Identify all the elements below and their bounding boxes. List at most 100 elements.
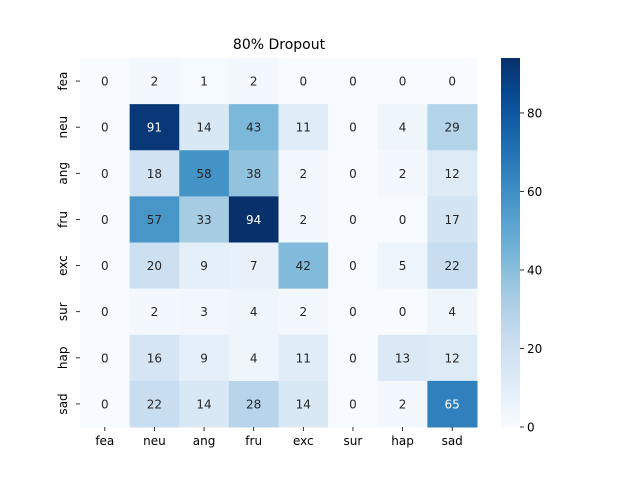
cell-value-label: 4: [250, 351, 258, 365]
heatmap-cell: [129, 334, 180, 382]
heatmap-cell: [278, 242, 329, 290]
cell-value-label: 0: [101, 259, 109, 273]
y-axis: fea neu ang fru exc sur hap sad: [56, 72, 80, 415]
cell-value-label: 13: [395, 351, 410, 365]
cell-value-label: 2: [399, 397, 407, 411]
heatmap-cell: [179, 104, 230, 151]
heatmap-cell: [328, 380, 379, 428]
heatmap-cell: [80, 104, 131, 151]
cell-value-label: 0: [101, 75, 109, 89]
heatmap-cell: [179, 150, 230, 197]
cell-value-label: 2: [299, 167, 307, 181]
heatmap-cell: [427, 58, 478, 105]
heatmap-cell: [427, 150, 478, 197]
heatmap-cell: [80, 150, 131, 197]
cell-value-label: 4: [399, 121, 407, 135]
cell-value-label: 2: [399, 167, 407, 181]
cell-value-label: 58: [196, 167, 211, 181]
heatmap-cell: [278, 288, 329, 336]
cell-value-label: 0: [101, 213, 109, 227]
heatmap-cell: [228, 58, 279, 105]
cell-value-label: 0: [349, 75, 357, 89]
cell-value-label: 14: [296, 397, 311, 411]
cell-value-label: 0: [101, 305, 109, 319]
cell-value-label: 0: [349, 167, 357, 181]
cell-value-label: 65: [445, 397, 460, 411]
heatmap-cell: [278, 196, 329, 243]
heatmap-cell: [328, 288, 379, 336]
heatmap-cell: [129, 242, 180, 290]
heatmap-cell: [427, 288, 478, 336]
cell-value-label: 0: [399, 75, 407, 89]
colorbar-tick-label: 80: [527, 106, 542, 120]
heatmap-cell: [228, 242, 279, 290]
cell-value-label: 0: [349, 351, 357, 365]
heatmap-cell: [427, 334, 478, 382]
heatmap-cell: [427, 242, 478, 290]
heatmap-cell: [427, 196, 478, 243]
heatmap-cell: [278, 58, 329, 105]
heatmap-cell: [228, 104, 279, 151]
heatmap-cell: [328, 104, 379, 151]
colorbar-tick-label: 40: [527, 263, 542, 277]
cell-value-label: 91: [147, 121, 162, 135]
heatmap-cell: [278, 150, 329, 197]
cell-value-label: 2: [151, 75, 159, 89]
cell-value-label: 7: [250, 259, 258, 273]
heatmap-cell: [328, 58, 379, 105]
cell-value-label: 5: [399, 259, 407, 273]
heatmap-cell: [377, 196, 428, 243]
heatmap-cell: [129, 288, 180, 336]
cell-value-label: 0: [349, 213, 357, 227]
heatmap-cell: [427, 104, 478, 151]
heatmap-cell: [377, 334, 428, 382]
heatmap-cell: [80, 380, 131, 428]
heatmap-cell: [278, 334, 329, 382]
x-tick-label: sur: [344, 434, 363, 448]
cell-value-label: 2: [250, 75, 258, 89]
cell-value-label: 16: [147, 351, 162, 365]
cell-value-label: 11: [296, 351, 311, 365]
y-tick-label: sad: [56, 393, 70, 414]
heatmap-cell: [278, 380, 329, 428]
cell-value-label: 0: [299, 75, 307, 89]
heatmap-cell: [377, 104, 428, 151]
x-axis: fea neu ang fru exc sur hap sad: [95, 427, 463, 448]
y-tick-label: fru: [56, 211, 70, 228]
heatmap-cell: [179, 380, 230, 428]
cell-value-label: 14: [196, 121, 211, 135]
y-tick-label: hap: [56, 347, 70, 370]
x-tick-label: exc: [293, 434, 314, 448]
cell-value-label: 20: [147, 259, 162, 273]
cell-value-label: 12: [445, 351, 460, 365]
heatmap-cell: [377, 242, 428, 290]
heatmap-cell: [129, 150, 180, 197]
cell-value-label: 0: [399, 213, 407, 227]
heatmap-cell: [228, 150, 279, 197]
heatmap-cell: [228, 380, 279, 428]
heatmap-cell: [377, 58, 428, 105]
cell-value-label: 12: [445, 167, 460, 181]
cell-value-label: 3: [200, 305, 208, 319]
heatmap-cell: [80, 196, 131, 243]
cell-value-label: 17: [445, 213, 460, 227]
cell-value-label: 2: [299, 213, 307, 227]
heatmap-cell: [129, 58, 180, 105]
chart-title: 80% Dropout: [233, 37, 326, 53]
colorbar-tick-label: 0: [527, 421, 535, 435]
heatmap-cell: [377, 380, 428, 428]
colorbar-tick-label: 60: [527, 185, 542, 199]
cell-value-label: 22: [147, 397, 162, 411]
cell-value-label: 43: [246, 121, 261, 135]
heatmap-cell: [228, 196, 279, 243]
heatmap-cell: [228, 288, 279, 336]
cell-value-label: 0: [349, 305, 357, 319]
heatmap-cell: [129, 380, 180, 428]
cell-value-label: 11: [296, 121, 311, 135]
heatmap-cell: [377, 150, 428, 197]
cell-value-label: 18: [147, 167, 162, 181]
cell-value-label: 94: [246, 213, 261, 227]
cell-value-label: 2: [299, 305, 307, 319]
